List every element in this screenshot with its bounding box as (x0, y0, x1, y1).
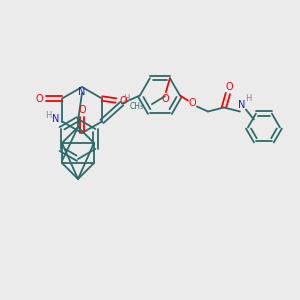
Text: O: O (78, 105, 86, 115)
Text: O: O (119, 95, 127, 106)
Text: CH₃: CH₃ (130, 102, 144, 111)
Text: N: N (78, 87, 86, 97)
Text: N: N (238, 100, 246, 110)
Text: H: H (245, 94, 251, 103)
Text: H: H (123, 94, 129, 103)
Text: O: O (188, 98, 196, 109)
Text: O: O (35, 94, 43, 103)
Text: O: O (225, 82, 233, 92)
Text: O: O (161, 94, 169, 104)
Text: H: H (45, 111, 51, 120)
Text: N: N (52, 115, 60, 124)
